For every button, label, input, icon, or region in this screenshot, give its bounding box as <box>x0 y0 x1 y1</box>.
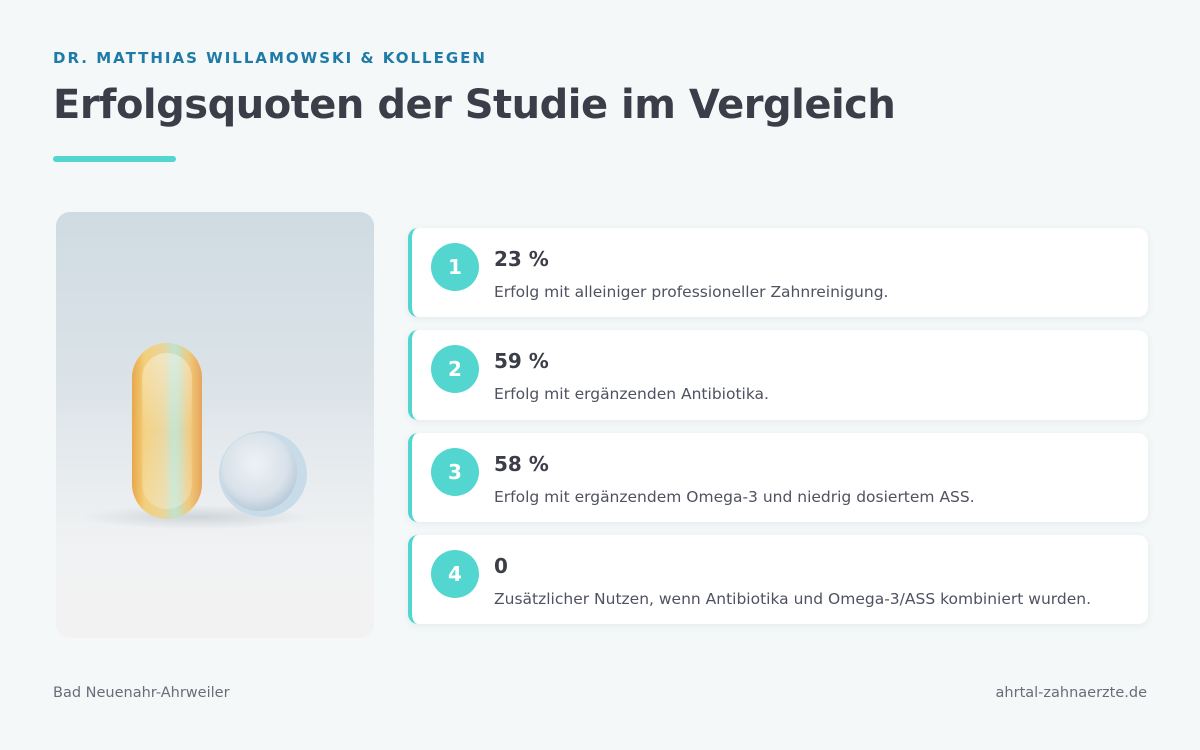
result-value: 0 <box>494 554 508 578</box>
step-number-badge: 1 <box>431 243 479 291</box>
capsule-highlight <box>142 353 192 509</box>
result-description: Zusätzlicher Nutzen, wenn Antibiotika un… <box>494 590 1091 608</box>
capsule-tablet-illustration <box>81 343 311 529</box>
results-list: 1 23 % Erfolg mit alleiniger professione… <box>408 228 1148 637</box>
result-card: 1 23 % Erfolg mit alleiniger professione… <box>408 228 1148 317</box>
result-description: Erfolg mit ergänzendem Omega-3 und niedr… <box>494 488 975 506</box>
result-value: 23 % <box>494 247 549 271</box>
result-card: 3 58 % Erfolg mit ergänzendem Omega-3 un… <box>408 433 1148 522</box>
result-value: 58 % <box>494 452 549 476</box>
capsule-and-tablet-photo <box>56 212 374 638</box>
step-number-badge: 2 <box>431 345 479 393</box>
title-underline <box>53 156 176 162</box>
result-value: 59 % <box>494 349 549 373</box>
footer-website-link[interactable]: ahrtal-zahnaerzte.de <box>995 685 1147 701</box>
footer-location: Bad Neuenahr-Ahrweiler <box>53 685 230 701</box>
step-number-badge: 4 <box>431 550 479 598</box>
result-card: 2 59 % Erfolg mit ergänzenden Antibiotik… <box>408 330 1148 420</box>
step-number-badge: 3 <box>431 448 479 496</box>
page-title: Erfolgsquoten der Studie im Vergleich <box>53 82 896 128</box>
result-description: Erfolg mit alleiniger professioneller Za… <box>494 283 889 301</box>
result-description: Erfolg mit ergänzenden Antibiotika. <box>494 385 769 403</box>
result-card: 4 0 Zusätzlicher Nutzen, wenn Antibiotik… <box>408 535 1148 624</box>
tablet <box>221 433 297 511</box>
practice-name: DR. MATTHIAS WILLAMOWSKI & KOLLEGEN <box>53 49 487 67</box>
